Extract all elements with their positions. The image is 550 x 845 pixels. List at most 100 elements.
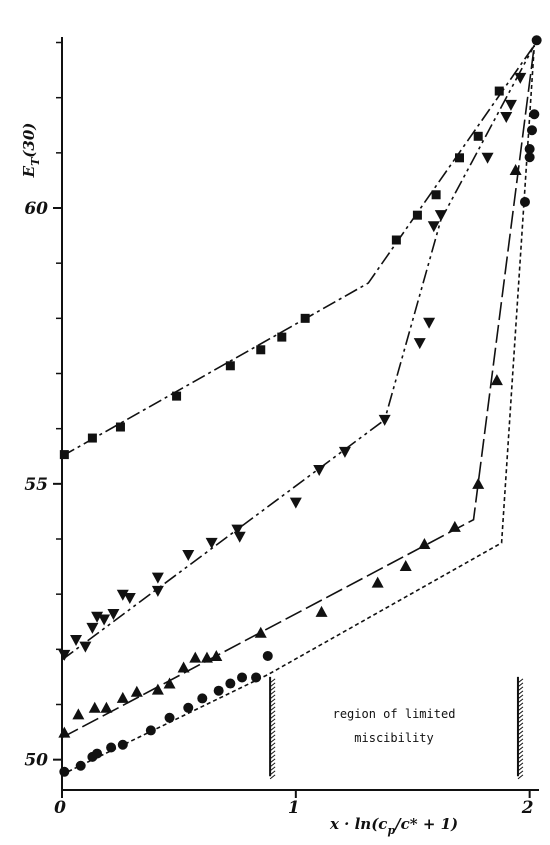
hatch	[517, 754, 524, 760]
marker	[100, 701, 113, 713]
marker	[277, 332, 287, 342]
marker	[189, 651, 202, 663]
marker	[434, 210, 447, 222]
fit-line	[61, 44, 535, 457]
hatch	[517, 706, 524, 712]
marker	[418, 537, 431, 549]
hatch	[517, 698, 524, 704]
marker	[91, 611, 104, 623]
marker	[182, 549, 195, 561]
marker	[151, 585, 164, 597]
marker	[529, 109, 540, 120]
marker	[427, 221, 440, 233]
hatch	[517, 774, 524, 780]
hatch	[269, 718, 276, 724]
marker	[163, 677, 176, 689]
y-tick-label: 55	[24, 475, 48, 495]
hatch	[517, 678, 524, 684]
marker	[145, 725, 156, 736]
fit-line	[61, 45, 536, 776]
marker	[254, 626, 267, 638]
marker	[107, 609, 120, 621]
hatch	[269, 682, 276, 688]
hatch	[269, 690, 276, 696]
hatch	[517, 770, 524, 776]
marker	[72, 708, 85, 720]
marker	[151, 572, 164, 584]
marker	[338, 446, 351, 458]
marker	[472, 477, 485, 489]
x-tick-label: 0	[54, 798, 66, 818]
marker	[371, 576, 384, 588]
hatch	[269, 742, 276, 748]
marker	[87, 433, 97, 443]
marker	[519, 196, 530, 207]
hatch	[517, 690, 524, 696]
marker	[200, 651, 213, 663]
marker	[524, 152, 535, 163]
marker	[88, 701, 101, 713]
hatch	[517, 742, 524, 748]
hatch	[269, 698, 276, 704]
x-axis-label: x · ln(cp/c* + 1)	[329, 815, 458, 837]
marker	[231, 524, 244, 536]
y-label-sub: T	[29, 157, 42, 166]
hatch	[269, 726, 276, 732]
marker	[117, 739, 128, 750]
marker	[59, 766, 70, 777]
marker	[524, 143, 535, 154]
marker	[509, 163, 522, 175]
hatch	[517, 694, 524, 700]
hatch	[517, 726, 524, 732]
marker	[481, 152, 494, 164]
marker	[413, 338, 426, 350]
marker	[58, 649, 71, 661]
marker	[262, 650, 273, 661]
marker	[256, 345, 266, 355]
hatch	[269, 758, 276, 764]
hatch	[517, 738, 524, 744]
marker	[251, 672, 262, 683]
marker	[399, 560, 412, 572]
x-label-rest: /c* + 1)	[393, 815, 458, 833]
marker	[526, 125, 537, 136]
marker	[473, 131, 483, 141]
fit-line	[61, 45, 536, 739]
hatch	[269, 706, 276, 712]
marker	[213, 685, 224, 696]
marker	[98, 614, 111, 626]
hatch	[517, 746, 524, 752]
hatch	[269, 722, 276, 728]
hatch	[517, 730, 524, 736]
hatch	[517, 734, 524, 740]
hatch	[269, 766, 276, 772]
marker	[59, 450, 69, 460]
hatch	[269, 738, 276, 744]
hatch	[517, 762, 524, 768]
hatch	[269, 702, 276, 708]
marker	[233, 531, 246, 543]
marker	[315, 605, 328, 617]
marker	[300, 313, 310, 323]
hatch	[269, 754, 276, 760]
hatch	[269, 746, 276, 752]
marker	[448, 520, 461, 532]
y-tick-label: 60	[24, 199, 48, 219]
marker	[75, 760, 86, 771]
marker	[313, 465, 326, 477]
hatch	[517, 702, 524, 708]
marker	[210, 649, 223, 661]
marker	[58, 726, 71, 738]
marker	[116, 589, 129, 601]
marker	[177, 661, 190, 673]
hatch	[269, 730, 276, 736]
fit-line	[61, 44, 536, 661]
marker	[494, 86, 504, 96]
marker	[514, 72, 527, 84]
annotation: region of limited	[333, 707, 456, 721]
x-tick-label: 1	[288, 798, 300, 818]
hatch	[269, 770, 276, 776]
marker	[70, 634, 83, 646]
marker	[531, 35, 542, 46]
hatch	[269, 750, 276, 756]
